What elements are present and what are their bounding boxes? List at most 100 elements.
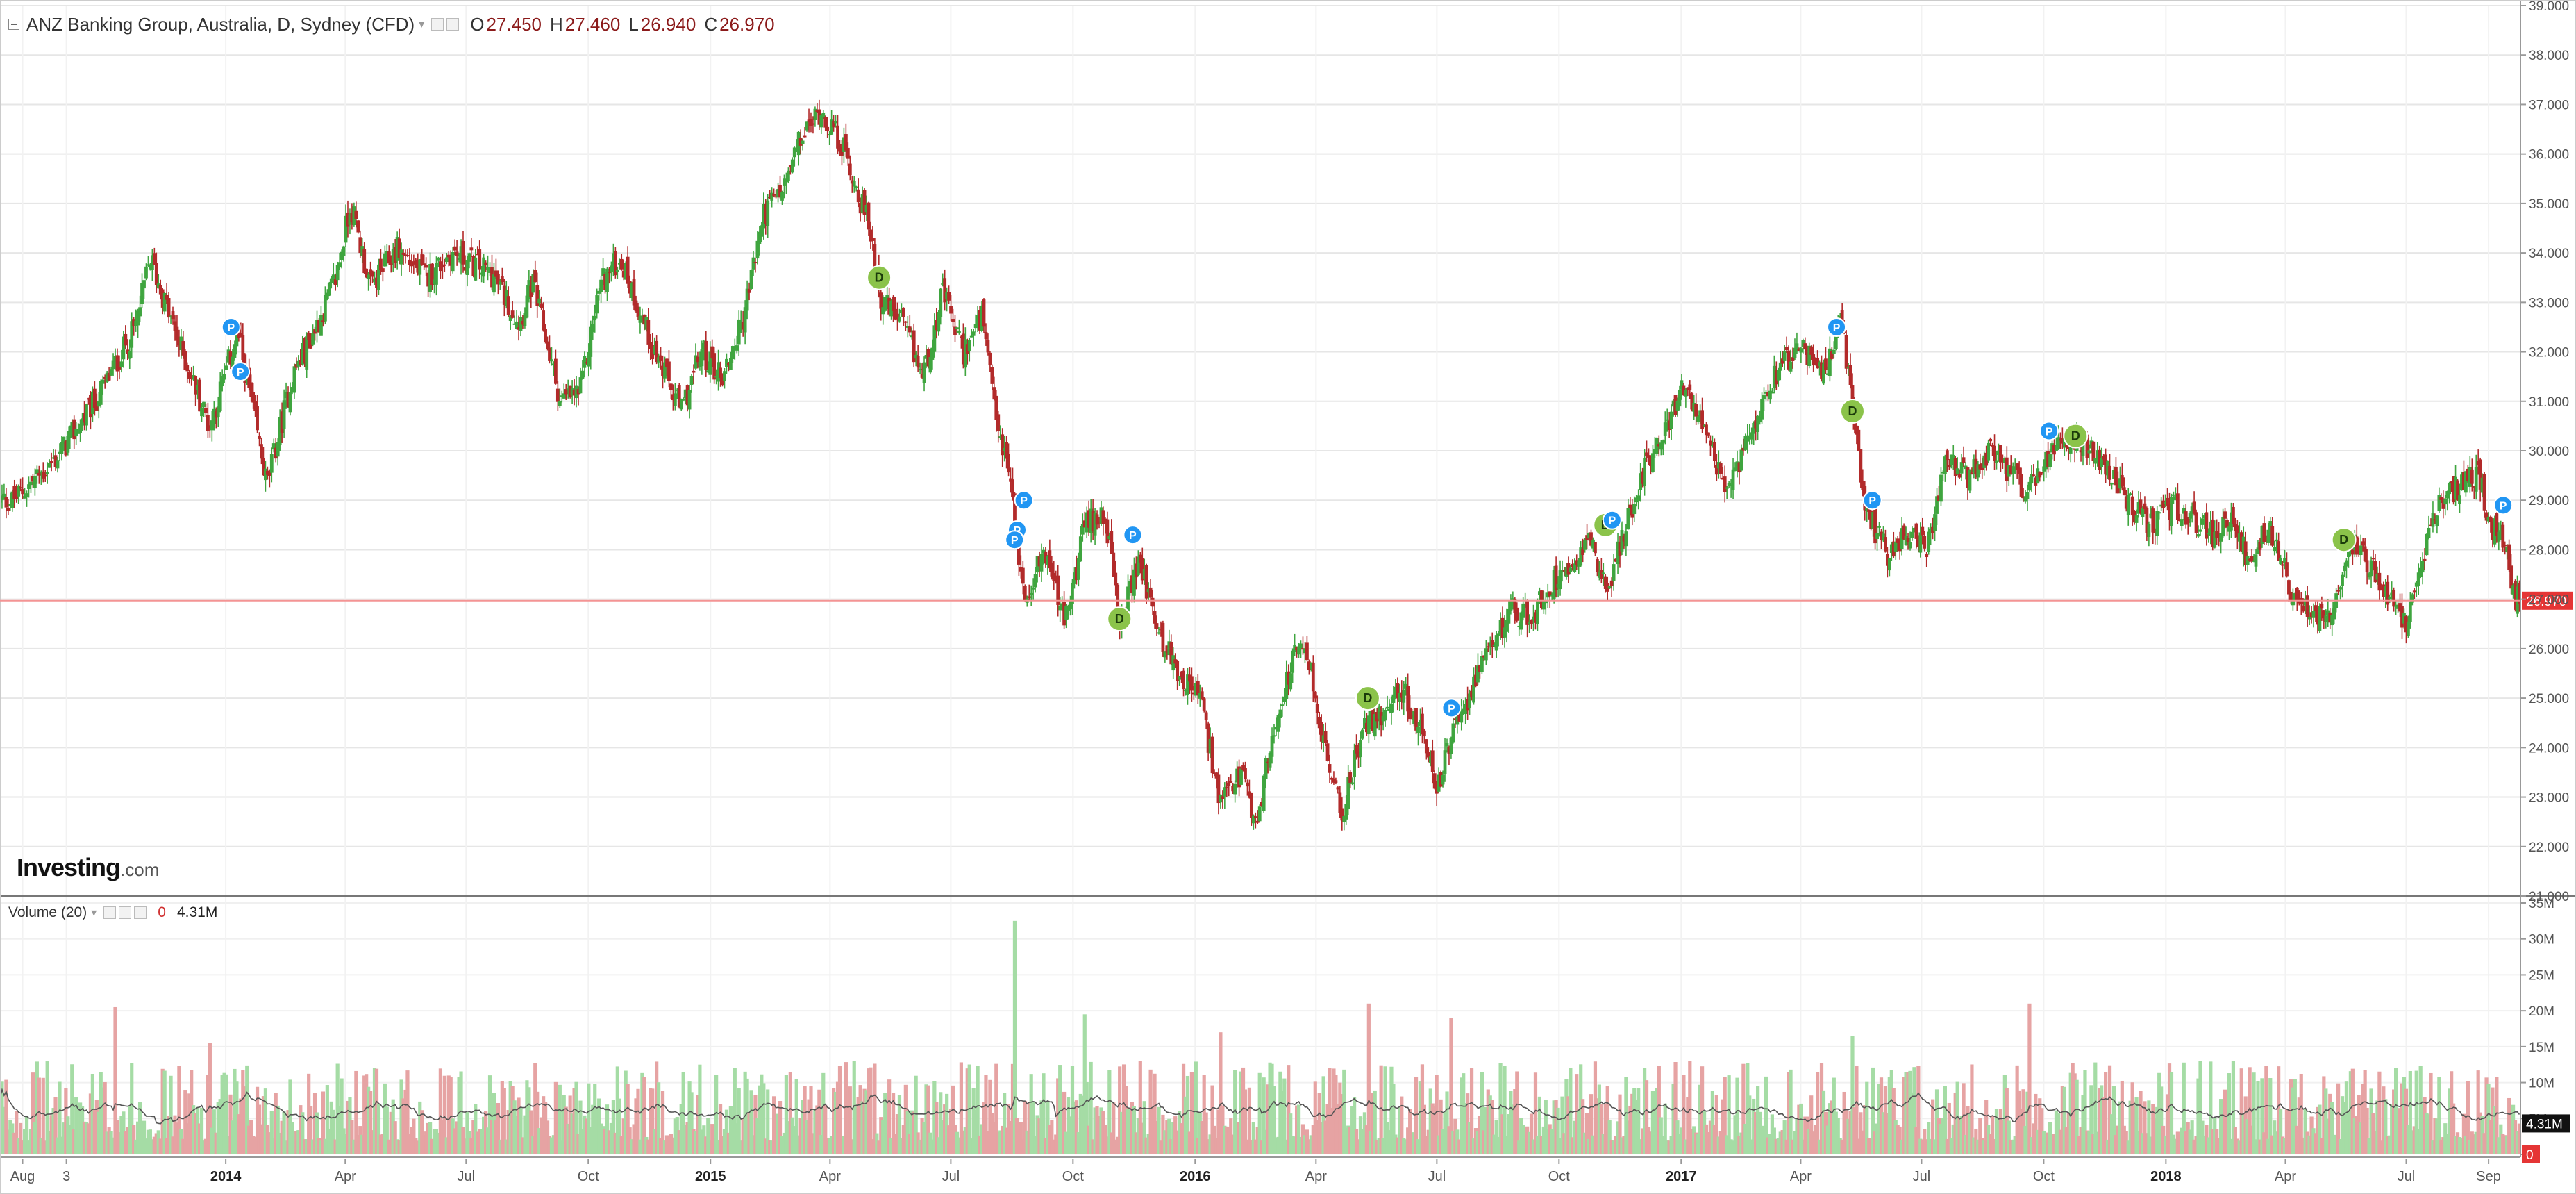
- event-marker-p[interactable]: P: [1005, 530, 1025, 550]
- event-marker-p[interactable]: P: [221, 317, 241, 337]
- event-marker-p[interactable]: P: [1014, 490, 1034, 511]
- marker-circle[interactable]: [1005, 530, 1025, 550]
- event-marker-p[interactable]: P: [1441, 698, 1462, 718]
- symbol-title[interactable]: ANZ Banking Group, Australia, D, Sydney …: [26, 13, 415, 35]
- volume-bar-down: [2482, 1133, 2486, 1154]
- event-marker-p[interactable]: P: [1827, 317, 1847, 337]
- volume-bar-up: [337, 1106, 342, 1154]
- chevron-down-icon[interactable]: ▾: [419, 19, 425, 31]
- marker-circle[interactable]: [1862, 490, 1882, 511]
- volume-bar-up: [689, 1092, 694, 1154]
- candle-down: [632, 279, 636, 306]
- volume-bar-down: [1116, 1136, 1120, 1154]
- candle-down: [996, 414, 1001, 431]
- volume-bar-down: [2217, 1138, 2221, 1154]
- dividend-marker[interactable]: D: [1107, 606, 1132, 632]
- volume-bar-down: [1902, 1077, 1906, 1154]
- volume-bar-down: [1694, 1132, 1698, 1154]
- marker-circle[interactable]: [2039, 421, 2059, 441]
- candle-down: [869, 229, 873, 242]
- marker-circle[interactable]: [2493, 495, 2514, 515]
- volume-bar-down: [1101, 1111, 1105, 1154]
- marker-circle[interactable]: [1839, 399, 1865, 424]
- dividend-marker[interactable]: D: [1355, 686, 1380, 711]
- eye-icon[interactable]: [119, 906, 132, 919]
- settings-icon[interactable]: [431, 18, 444, 31]
- time-axis[interactable]: Aug 3 2014 Apr Jul Oct 2015 Apr Jul Oct 2016 Apr Jul…: [10, 1159, 2501, 1184]
- volume-bar-down: [2153, 1118, 2157, 1154]
- volume-bar-up: [1142, 1101, 1146, 1154]
- volume-bar-up: [1650, 1091, 1655, 1154]
- candle-down: [1925, 554, 1929, 558]
- collapse-icon[interactable]: [8, 19, 19, 30]
- candle-down: [2392, 590, 2396, 607]
- candle-down: [2211, 519, 2215, 547]
- marker-circle[interactable]: [1602, 510, 1622, 530]
- volume-bar-up: [591, 1104, 595, 1154]
- event-marker-p[interactable]: P: [1123, 525, 1143, 545]
- candle-down: [1155, 623, 1159, 629]
- event-markers[interactable]: PPDPPPDPDPDPPDPPDDP: [221, 265, 2514, 718]
- eye-icon[interactable]: [446, 18, 460, 31]
- candle-up: [1361, 729, 1364, 739]
- candle-up: [1468, 693, 1472, 708]
- volume-bar-down: [21, 1140, 25, 1154]
- volume-bar-up: [1223, 1125, 1227, 1154]
- settings-icon[interactable]: [103, 906, 117, 919]
- candle-down: [626, 256, 630, 284]
- dividend-marker[interactable]: D: [867, 265, 892, 290]
- candle-up: [1910, 531, 1914, 538]
- price-axis[interactable]: 39.00038.00037.00036.00035.00034.00033.0…: [2520, 0, 2569, 904]
- volume-bar-up: [2275, 1131, 2279, 1154]
- time-tick-label: Oct: [1062, 1169, 1085, 1184]
- marker-circle[interactable]: [1014, 490, 1034, 511]
- candle-down: [2021, 496, 2025, 499]
- volume-bar-up: [597, 1098, 601, 1154]
- candle-down: [823, 117, 828, 128]
- volume-bar-down: [1021, 1139, 1025, 1154]
- close-icon[interactable]: [134, 906, 147, 919]
- candle-up: [271, 443, 276, 450]
- marker-circle[interactable]: [2331, 527, 2357, 553]
- dividend-marker[interactable]: D: [1839, 399, 1865, 424]
- volume-title[interactable]: Volume (20): [8, 904, 87, 920]
- volume-bar-up: [1496, 1136, 1500, 1154]
- volume-bar-up: [1377, 1138, 1381, 1154]
- volume-bar-up: [128, 1106, 132, 1154]
- candle-up: [578, 377, 583, 394]
- candle-down: [2098, 449, 2102, 470]
- volume-bar-up: [245, 1065, 249, 1154]
- volume-bar-up: [315, 1112, 319, 1154]
- candle-up: [1517, 625, 1521, 627]
- dividend-marker[interactable]: D: [2331, 527, 2357, 553]
- marker-circle[interactable]: [867, 265, 892, 290]
- chevron-down-icon[interactable]: ▾: [91, 907, 97, 919]
- candle-up: [1733, 467, 1737, 472]
- event-marker-p[interactable]: P: [1602, 510, 1622, 530]
- dividend-marker[interactable]: D: [2063, 423, 2089, 449]
- marker-circle[interactable]: [231, 362, 251, 382]
- event-marker-p[interactable]: P: [2039, 421, 2059, 441]
- candle-down: [1422, 730, 1426, 737]
- event-marker-p[interactable]: P: [231, 362, 251, 382]
- marker-circle[interactable]: [1123, 525, 1143, 545]
- marker-circle[interactable]: [1355, 686, 1380, 711]
- marker-circle[interactable]: [221, 317, 241, 337]
- candle-up: [914, 354, 918, 359]
- event-marker-p[interactable]: P: [2493, 495, 2514, 515]
- volume-bar-up: [2318, 1104, 2322, 1154]
- event-marker-p[interactable]: P: [1862, 490, 1882, 511]
- volume-bar-up: [150, 1139, 154, 1154]
- candle-down: [2120, 474, 2124, 487]
- marker-circle[interactable]: [1107, 606, 1132, 632]
- volume-bar-up: [498, 1139, 502, 1154]
- volume-bar-down: [1447, 1126, 1451, 1154]
- marker-circle[interactable]: [2063, 423, 2089, 449]
- marker-circle[interactable]: [1441, 698, 1462, 718]
- volume-bar-down: [2262, 1132, 2266, 1154]
- volume-bar-up: [673, 1118, 677, 1154]
- marker-circle[interactable]: [1827, 317, 1847, 337]
- candle-up: [149, 265, 152, 270]
